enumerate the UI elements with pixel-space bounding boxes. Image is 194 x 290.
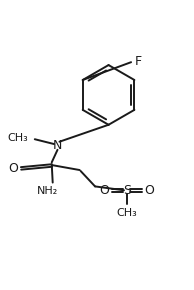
Text: O: O <box>144 184 154 197</box>
Text: F: F <box>135 55 142 68</box>
Text: CH₃: CH₃ <box>8 133 29 143</box>
Text: NH₂: NH₂ <box>37 186 59 196</box>
Text: S: S <box>123 184 131 197</box>
Text: CH₃: CH₃ <box>116 208 137 218</box>
Text: O: O <box>8 162 18 175</box>
Text: O: O <box>100 184 110 197</box>
Text: N: N <box>53 139 62 153</box>
